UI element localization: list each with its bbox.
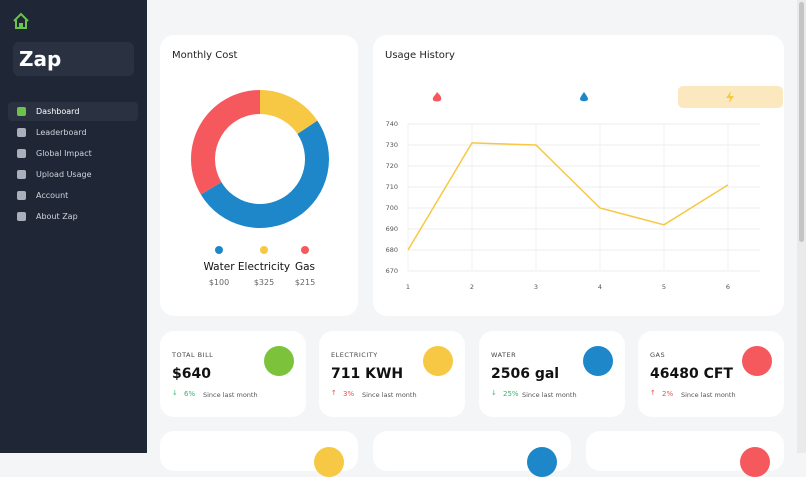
y-tick-label: 710 (386, 183, 398, 191)
sidebar: Zap Dashboard Leaderboard Global Impact Upl… (0, 0, 147, 453)
stat-change: 3% (343, 390, 355, 398)
arrow: ↑ (331, 389, 337, 397)
nav-icon (17, 128, 26, 137)
stat-change: 2% (662, 390, 674, 398)
legend-icon (260, 246, 268, 254)
nav-icon (17, 191, 26, 200)
legend-icon (301, 246, 309, 254)
x-tick-label: 1 (406, 283, 410, 291)
nav-item[interactable]: Account (8, 186, 138, 205)
x-tick-label: 6 (726, 283, 730, 291)
stat-value: 711 KWH (331, 366, 404, 382)
x-tick-label: 5 (662, 283, 666, 291)
nav-item[interactable]: Global Impact (8, 144, 138, 163)
stat-card: ELECTRICITY 711 KWH ↑ 3% Since last month (319, 331, 465, 417)
nav-label: Dashboard (36, 107, 80, 116)
line (407, 142, 729, 251)
stat-value: $640 (172, 366, 211, 382)
scrollbar (797, 0, 806, 453)
line-chart: 670 680 690 700 710 720 730 740 1 2 3 4 5 6 (386, 120, 760, 291)
stat-note: Since last month (362, 391, 417, 399)
card (586, 431, 784, 477)
nav-label: Account (36, 191, 69, 200)
usage-history-card: Usage History (373, 35, 784, 316)
y-tick-label: 740 (386, 120, 398, 128)
bolt-icon (726, 91, 734, 103)
nav-item[interactable]: Leaderboard (8, 123, 138, 142)
stat-icon (742, 346, 772, 376)
nav-item[interactable]: Upload Usage (8, 165, 138, 184)
x-tick-label: 2 (470, 283, 474, 291)
nav-icon (17, 212, 26, 221)
stat-icon (583, 346, 613, 376)
stat-value: 46480 CFT (650, 366, 733, 382)
y-tick-label: 680 (386, 246, 398, 254)
nav-label: Global Impact (36, 149, 92, 158)
stat-label: TOTAL BILL (172, 351, 214, 359)
pie-chart: Water $100 Electricity $325 Gas $215 (191, 90, 329, 287)
card (160, 431, 358, 477)
pie-segment (200, 120, 329, 228)
pie-segment (260, 90, 318, 134)
stat-label: ELECTRICITY (331, 351, 378, 359)
arrow: ↓ (491, 389, 497, 397)
y-tick-label: 670 (386, 267, 398, 275)
arrow: ↑ (650, 389, 656, 397)
y-tick-label: 730 (386, 141, 398, 149)
nav-icon (17, 170, 26, 179)
legend-icon (215, 246, 223, 254)
stat-change: 25% (503, 390, 519, 398)
legend-label: Electricity (238, 261, 290, 273)
stat-note: Since last month (203, 391, 258, 399)
logo (13, 12, 29, 29)
stat-card: GAS 46480 CFT ↑ 2% Since last month (638, 331, 784, 417)
arrow: ↓ (172, 389, 178, 397)
legend-label: Water (203, 261, 235, 273)
y-tick-label: 700 (386, 204, 398, 212)
nav-item[interactable]: About Zap (8, 207, 138, 226)
nav-icon (17, 149, 26, 158)
stat-icon (264, 346, 294, 376)
value-label: $325 (254, 278, 274, 287)
stat-card: WATER 2506 gal ↓ 25% Since last month (479, 331, 625, 417)
stat-value: 2506 gal (491, 366, 560, 382)
x-tick-label: 3 (534, 283, 538, 291)
stat-icon (423, 346, 453, 376)
nav-label: Upload Usage (36, 170, 92, 179)
y-tick-label: 690 (386, 225, 398, 233)
stat-change: 6% (184, 390, 196, 398)
stat-label: GAS (650, 351, 666, 359)
stat-note: Since last month (522, 391, 577, 399)
brand: Zap (13, 42, 134, 76)
value-label: $215 (295, 278, 315, 287)
stat-label: WATER (491, 351, 517, 359)
card-title: Usage History (385, 50, 455, 61)
stat-note: Since last month (681, 391, 736, 399)
card (373, 431, 571, 477)
gas-tab[interactable] (431, 91, 443, 103)
nav-icon (17, 107, 26, 116)
x-tick-label: 4 (598, 283, 602, 291)
nav-label: About Zap (36, 212, 78, 221)
pie-segment (191, 90, 260, 195)
stat-card: TOTAL BILL $640 ↓ 6% Since last month (160, 331, 306, 417)
electricity-tab[interactable] (678, 86, 783, 108)
nav-label: Leaderboard (36, 128, 87, 137)
y-tick-label: 720 (386, 162, 398, 170)
water-tab[interactable] (578, 91, 590, 103)
card-title: Monthly Cost (172, 50, 238, 61)
value-label: $100 (209, 278, 229, 287)
nav-item[interactable]: Dashboard (8, 102, 138, 121)
legend-label: Gas (295, 261, 315, 273)
